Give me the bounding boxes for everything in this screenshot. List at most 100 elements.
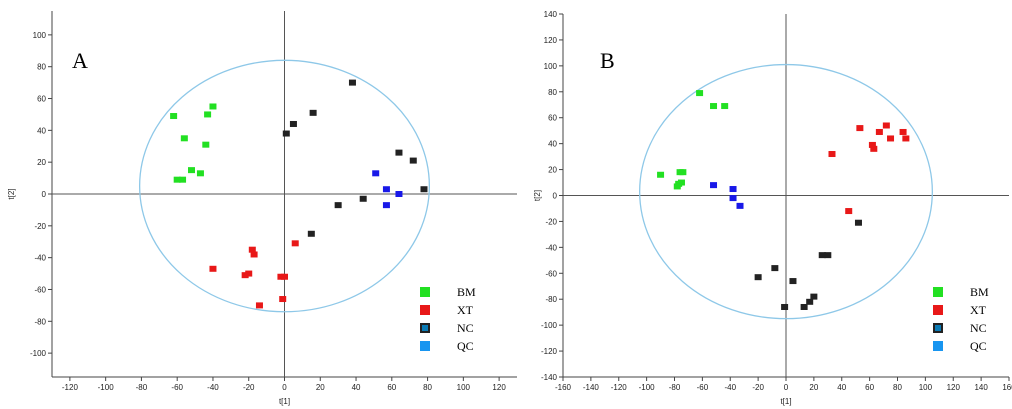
y-tick-label: 100 (544, 62, 558, 71)
point-xt (887, 135, 895, 142)
x-tick-label: -20 (752, 383, 764, 392)
x-tick-label: 120 (947, 383, 961, 392)
point-xt (882, 122, 890, 129)
point-nc (789, 278, 797, 285)
point-xt (250, 251, 258, 258)
point-xt (868, 141, 876, 148)
point-nc (854, 219, 862, 226)
x-tick-label: -100 (639, 383, 656, 392)
point-bm (209, 103, 217, 110)
x-tick-label: 0 (282, 383, 287, 392)
point-xt (875, 128, 883, 135)
x-tick-label: 0 (784, 383, 789, 392)
point-nc (800, 303, 808, 310)
legend-label-qc: QC (457, 339, 474, 353)
legend-swatch-nc-inner (935, 325, 941, 331)
y-tick-label: 20 (548, 166, 557, 175)
legend-label-xt: XT (970, 303, 987, 317)
x-tick-label: -80 (669, 383, 681, 392)
x-tick-label: -60 (171, 383, 183, 392)
y-tick-label: -40 (34, 254, 46, 263)
point-xt (248, 246, 256, 253)
point-xt (845, 208, 853, 215)
y-tick-label: -100 (30, 349, 47, 358)
point-nc (810, 293, 818, 300)
x-tick-label: 20 (809, 383, 818, 392)
x-tick-label: -20 (243, 383, 255, 392)
point-bm (696, 90, 704, 97)
point-bm (196, 170, 204, 177)
point-nc (289, 120, 297, 127)
x-axis-label: t[1] (780, 397, 791, 406)
point-nc (334, 202, 342, 209)
y-tick-label: 80 (548, 88, 557, 97)
legend-label-nc: NC (970, 321, 987, 335)
point-nc (754, 274, 762, 281)
point-qc (729, 195, 737, 202)
legend-label-qc: QC (970, 339, 987, 353)
point-xt (209, 265, 217, 272)
y-tick-label: 40 (548, 140, 557, 149)
y-tick-label: -80 (545, 295, 557, 304)
y-axis-label: t[2] (533, 190, 542, 201)
y-tick-label: 80 (37, 63, 46, 72)
point-nc (420, 186, 428, 193)
x-tick-label: -80 (136, 383, 148, 392)
x-tick-label: 40 (352, 383, 361, 392)
point-bm (721, 103, 729, 110)
y-tick-label: -20 (34, 222, 46, 231)
y-tick-label: -40 (545, 243, 557, 252)
legend-label-xt: XT (457, 303, 474, 317)
y-tick-label: -80 (34, 317, 46, 326)
point-xt (291, 240, 299, 247)
point-bm (657, 171, 665, 178)
point-bm (188, 167, 195, 174)
x-tick-label: 20 (316, 383, 325, 392)
y-tick-label: 60 (37, 95, 46, 104)
point-bm (204, 111, 212, 118)
y-tick-label: 20 (37, 158, 46, 167)
x-tick-label: -60 (697, 383, 709, 392)
point-qc (710, 182, 718, 189)
point-nc (806, 298, 814, 305)
y-tick-label: -60 (34, 285, 46, 294)
legend-label-bm: BM (970, 285, 989, 299)
x-tick-label: 40 (837, 383, 846, 392)
point-nc (307, 230, 315, 237)
point-xt (255, 302, 263, 309)
y-tick-label: 0 (42, 190, 47, 199)
point-bm (180, 135, 188, 142)
point-bm (202, 141, 210, 148)
confidence-ellipse (639, 63, 933, 320)
x-tick-label: 100 (457, 383, 471, 392)
y-tick-label: 40 (37, 126, 46, 135)
legend-swatch-xt (420, 305, 430, 315)
point-bm (179, 176, 187, 183)
point-nc (309, 109, 317, 116)
point-qc (372, 170, 380, 177)
point-bm (710, 103, 718, 110)
legend-label-bm: BM (457, 285, 476, 299)
x-tick-label: -120 (62, 383, 79, 392)
point-bm (673, 183, 681, 190)
point-bm (676, 169, 684, 176)
x-tick-label: 140 (974, 383, 988, 392)
legend-swatch-qc (933, 341, 943, 351)
y-tick-label: -20 (545, 217, 557, 226)
point-nc (282, 130, 290, 137)
point-nc (359, 195, 367, 202)
point-bm (170, 113, 178, 120)
panel-letter: A (72, 48, 88, 73)
point-qc (382, 186, 390, 193)
y-tick-label: -140 (541, 373, 558, 382)
x-tick-label: -160 (555, 383, 572, 392)
point-qc (729, 186, 737, 193)
score-plot-a: -120 -100 -80 -60 -40 -20 0 20 40 60 80 100 120 -100 -… (7, 11, 517, 406)
x-tick-label: -120 (611, 383, 628, 392)
point-nc (771, 265, 779, 272)
point-xt (277, 273, 285, 280)
x-tick-label: 60 (865, 383, 874, 392)
point-nc (818, 252, 826, 259)
x-tick-label: -40 (724, 383, 736, 392)
point-xt (241, 272, 249, 279)
